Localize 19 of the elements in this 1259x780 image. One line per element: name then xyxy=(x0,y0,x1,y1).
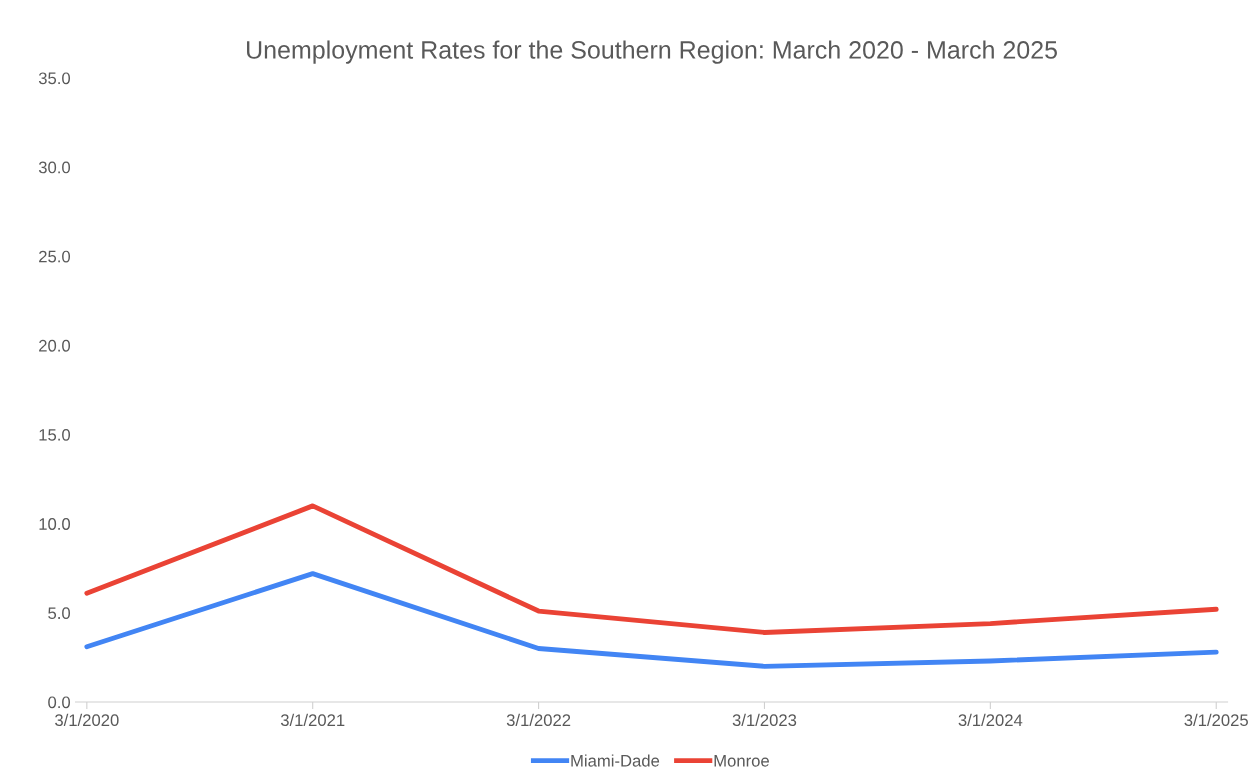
x-tick-label: 3/1/2022 xyxy=(506,713,571,727)
x-tick-label: 3/1/2020 xyxy=(55,713,119,727)
y-tick-label: 10.0 xyxy=(39,518,71,530)
line-series xyxy=(84,503,1219,635)
legend-label: Monroe xyxy=(714,755,769,767)
legend-label: Miami-Dade xyxy=(571,754,660,767)
chart-title: Unemployment Rates for the Southern Region: March 2020 - March 2025 xyxy=(247,40,1057,64)
y-tick-label: 20.0 xyxy=(39,339,71,352)
line-series xyxy=(84,571,1219,669)
y-tick-label: 30.0 xyxy=(38,161,71,174)
y-tick-label: 5.0 xyxy=(48,607,71,620)
x-tick-label: 3/1/2023 xyxy=(732,713,797,727)
y-tick-label: 35.0 xyxy=(38,72,71,85)
x-tick-label: 3/1/2024 xyxy=(958,713,1023,727)
y-tick-label: 15.0 xyxy=(39,428,71,441)
y-tick-label: 25.0 xyxy=(39,250,71,263)
x-tick-label: 3/1/2025 xyxy=(1184,713,1248,727)
y-tick-label: 0.0 xyxy=(48,696,71,709)
x-tick-label: 3/1/2021 xyxy=(280,713,345,727)
